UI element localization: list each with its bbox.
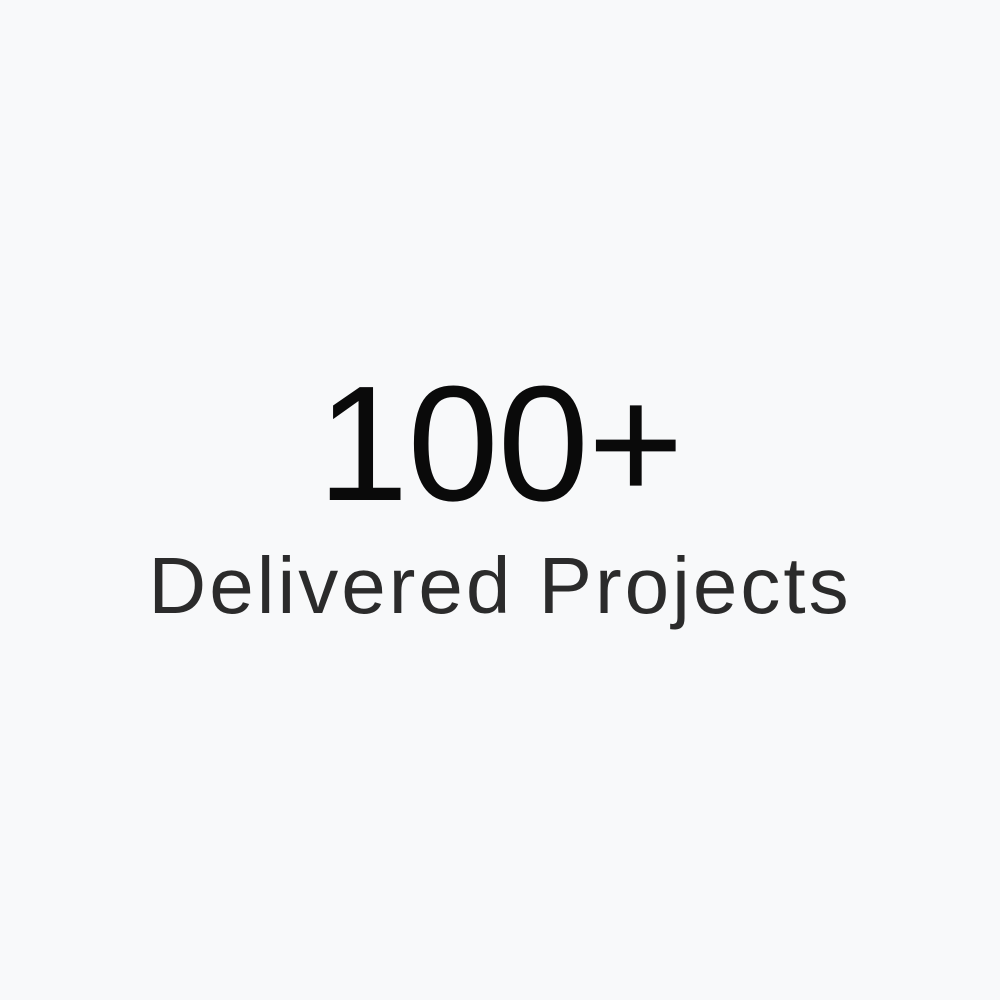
stat-number: 100+ — [317, 352, 683, 535]
stat-label: Delivered Projects — [148, 541, 852, 630]
